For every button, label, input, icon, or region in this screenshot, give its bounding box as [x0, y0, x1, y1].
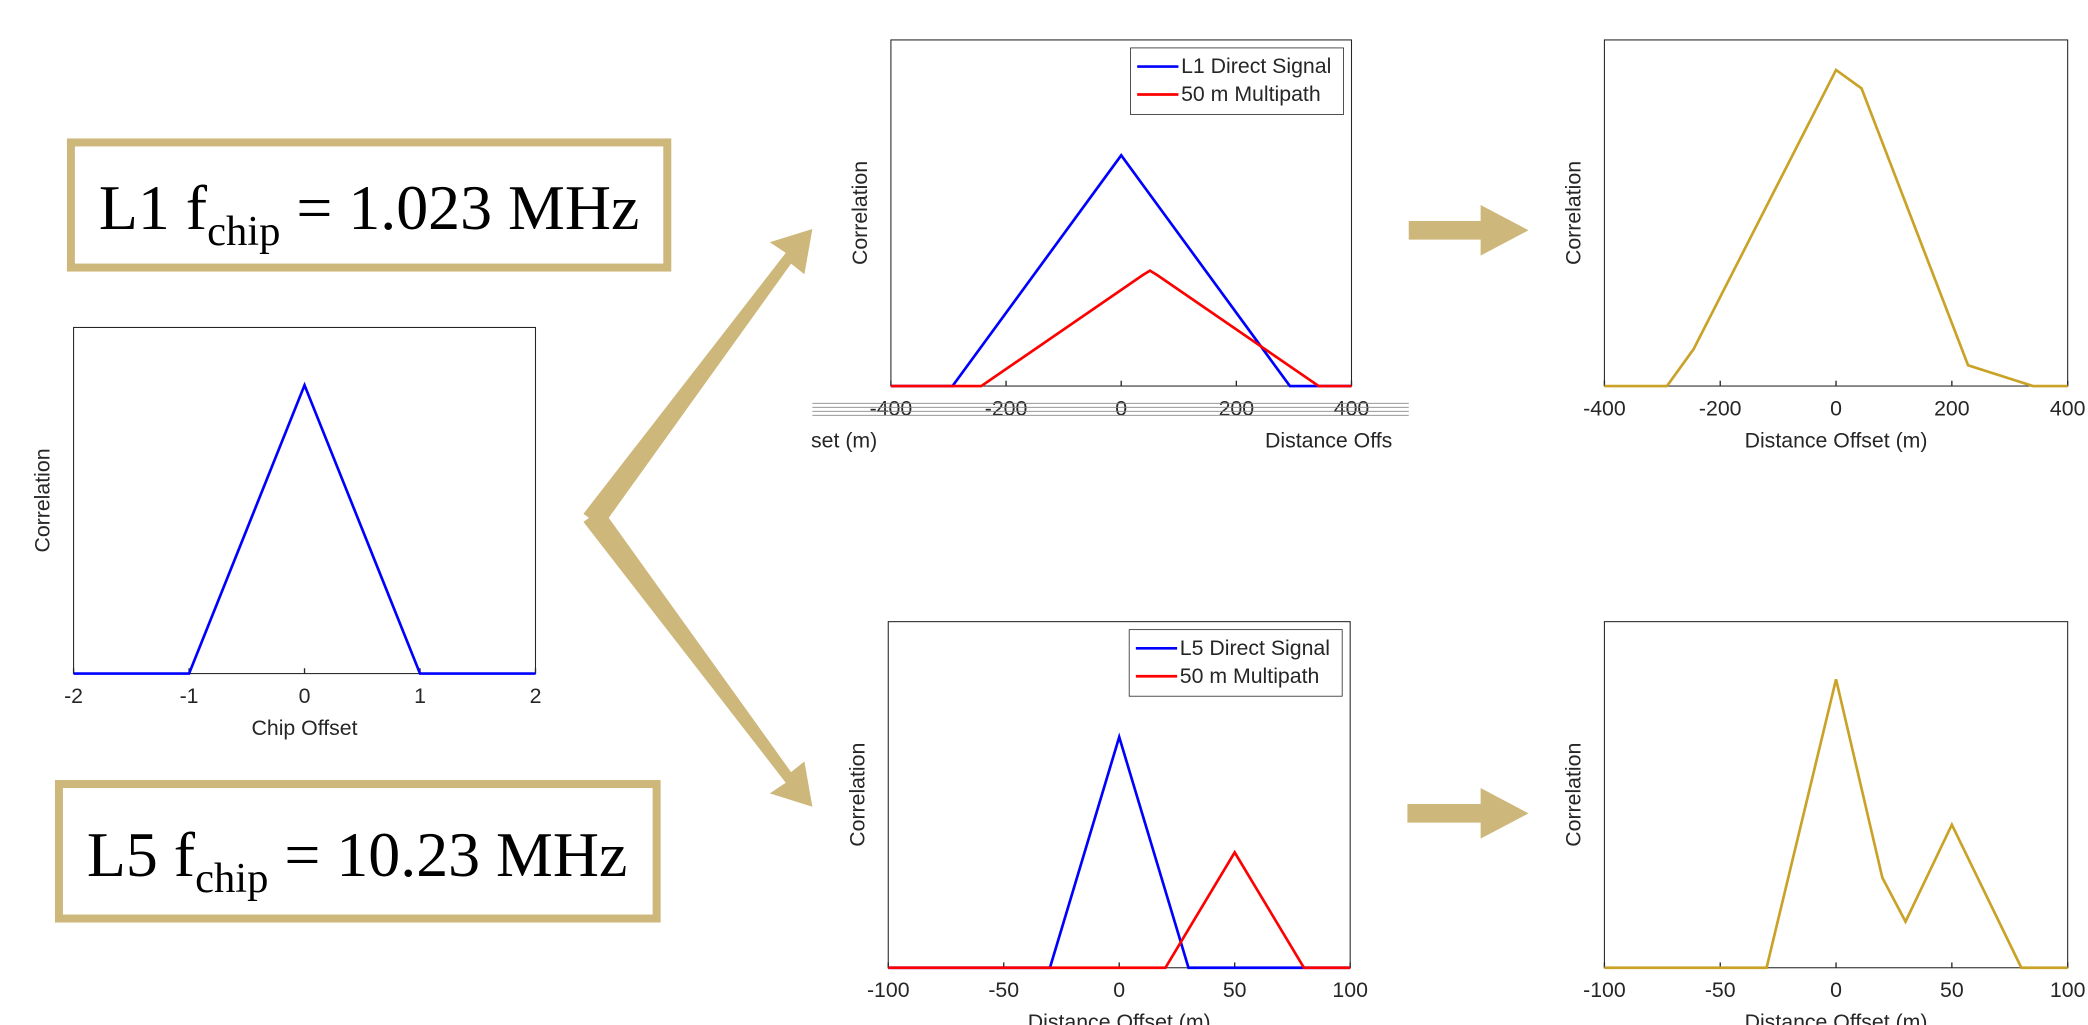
- series-line: [1604, 679, 2068, 970]
- x-tick-label: 50: [1223, 978, 1247, 1002]
- series-line: [890, 269, 1352, 388]
- x-axis-label: Distance Offset (m): [1745, 1010, 1928, 1025]
- box-main: L5 f: [87, 819, 196, 890]
- arrow-right: [1408, 205, 1529, 256]
- x-tick-label: -50: [1705, 978, 1736, 1002]
- x-tick-label: -50: [988, 978, 1019, 1002]
- x-tick-label: -100: [867, 978, 910, 1002]
- legend-box: [1130, 47, 1344, 115]
- label-box: L1 fchip = 1.023 MHz: [66, 138, 672, 272]
- box-frame: [54, 780, 661, 923]
- x-tick-label: 400: [2050, 396, 2086, 420]
- x-tick-label: 1: [414, 684, 426, 708]
- series-line: [73, 381, 536, 675]
- y-axis-label: Correlation: [845, 743, 869, 847]
- x-axis-label: Distance Offs: [1265, 428, 1392, 452]
- x-tick-label: -400: [870, 396, 913, 420]
- series-line: [888, 849, 1351, 970]
- legend-label: L5 Direct Signal: [1180, 636, 1330, 660]
- x-axis-label: Distance Offset (m): [1745, 428, 1928, 452]
- x-tick-label: -100: [1583, 978, 1626, 1002]
- plot-area: [1603, 39, 2069, 387]
- x-tick-label: 50: [1940, 978, 1964, 1002]
- legend-label: 50 m Multipath: [1181, 82, 1321, 106]
- box-text: L1 fchip = 1.023 MHz: [99, 172, 639, 255]
- box-main: L1 f: [99, 172, 208, 243]
- arrow-up: [583, 228, 813, 528]
- x-tick-label: 200: [1934, 396, 1970, 420]
- chart: -2 -1 0 1 2 Chip Offset Correlation: [31, 326, 542, 740]
- chart: -400 -200 0 200 400 set (m) Distance Offs Corre…: [811, 39, 1409, 452]
- box-sub: chip: [195, 855, 268, 902]
- label-box: L5 fchip = 10.23 MHz: [54, 780, 661, 923]
- x-axis-label: Distance Offset (m): [1028, 1010, 1211, 1025]
- chart: -400 -200 0 200 400 Distance Offset (m) Correl…: [1561, 39, 2086, 452]
- x-axis-label: set (m): [811, 428, 877, 452]
- x-tick-label: 100: [1332, 978, 1368, 1002]
- box-rest: = 1.023 MHz: [280, 172, 639, 243]
- plot-area: [1603, 621, 2069, 969]
- plot-area: [73, 326, 537, 675]
- x-tick-label: 0: [299, 684, 311, 708]
- x-tick-label: 0: [1113, 978, 1125, 1002]
- chart: -100 -50 0 50 100 Distance Offset (m) Correlat…: [845, 621, 1368, 1025]
- box-rest: = 10.23 MHz: [268, 819, 627, 890]
- x-axis-label: Chip Offset: [251, 716, 357, 740]
- y-axis-label: Correlation: [1561, 161, 1585, 265]
- arrow-right: [1407, 788, 1529, 839]
- x-tick-label: -200: [1699, 396, 1742, 420]
- legend-label: 50 m Multipath: [1180, 664, 1320, 688]
- box-text: L5 fchip = 10.23 MHz: [87, 819, 627, 902]
- x-tick-label: -1: [180, 684, 199, 708]
- x-tick-label: 0: [1830, 396, 1842, 420]
- legend-box: [1128, 629, 1343, 697]
- legend-label: L1 Direct Signal: [1181, 54, 1331, 78]
- box-sub: chip: [207, 208, 280, 255]
- y-axis-label: Correlation: [1561, 743, 1585, 847]
- box-frame: [66, 138, 672, 272]
- x-tick-label: 100: [2050, 978, 2086, 1002]
- x-tick-label: 2: [530, 684, 542, 708]
- arrows: [583, 205, 1529, 839]
- x-tick-label: 400: [1334, 396, 1370, 420]
- y-axis-label: Correlation: [848, 161, 872, 265]
- arrow-down: [583, 508, 813, 807]
- x-tick-label: 200: [1219, 396, 1255, 420]
- x-tick-label: 0: [1830, 978, 1842, 1002]
- x-tick-label: -400: [1583, 396, 1626, 420]
- x-tick-label: 0: [1115, 396, 1127, 420]
- series-line: [1604, 67, 2068, 388]
- x-tick-label: -200: [985, 396, 1028, 420]
- x-tick-label: -2: [64, 684, 83, 708]
- y-axis-label: Correlation: [31, 448, 55, 552]
- chart: -100 -50 0 50 100 Distance Offset (m) Correlat…: [1561, 621, 2086, 1025]
